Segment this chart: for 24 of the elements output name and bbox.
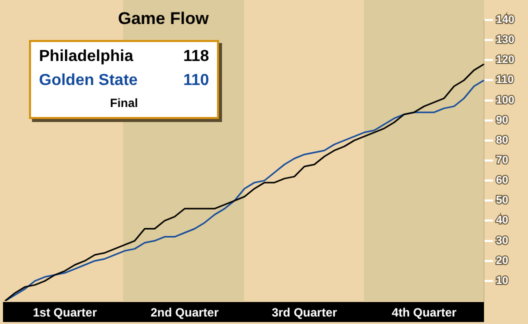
y-tick-label: 130 xyxy=(496,34,514,46)
annotation: Final xyxy=(108,95,139,112)
x-tick-label: 1st Quarter xyxy=(32,306,98,320)
text: Philadelphia xyxy=(39,47,134,67)
y-tick-label: 110 xyxy=(496,74,514,86)
y-tick-label: 100 xyxy=(496,94,514,106)
x-tick-label: 3rd Quarter xyxy=(272,306,338,320)
y-tick-label: 140 xyxy=(496,14,514,26)
y-tick-label: 20 xyxy=(496,254,508,267)
y-tick-label: 60 xyxy=(496,174,508,187)
text: Golden State xyxy=(39,71,138,91)
x-tick-label: 4th Quarter xyxy=(392,306,457,320)
annotation: 118 xyxy=(183,47,209,67)
y-tick-label: 70 xyxy=(496,154,508,167)
x-tick-label: 2nd Quarter xyxy=(150,306,219,320)
y-tick-label: 80 xyxy=(496,134,508,146)
y-tick-label: 40 xyxy=(496,214,508,227)
annotation: 110 xyxy=(183,71,209,91)
y-tick-label: 90 xyxy=(496,114,508,126)
y-tick-label: 30 xyxy=(496,234,508,247)
y-tick-label: 50 xyxy=(496,194,508,207)
y-tick-label: 120 xyxy=(496,54,514,66)
chart-title: Game Flow xyxy=(118,9,209,29)
y-tick-label: 10 xyxy=(496,274,508,287)
